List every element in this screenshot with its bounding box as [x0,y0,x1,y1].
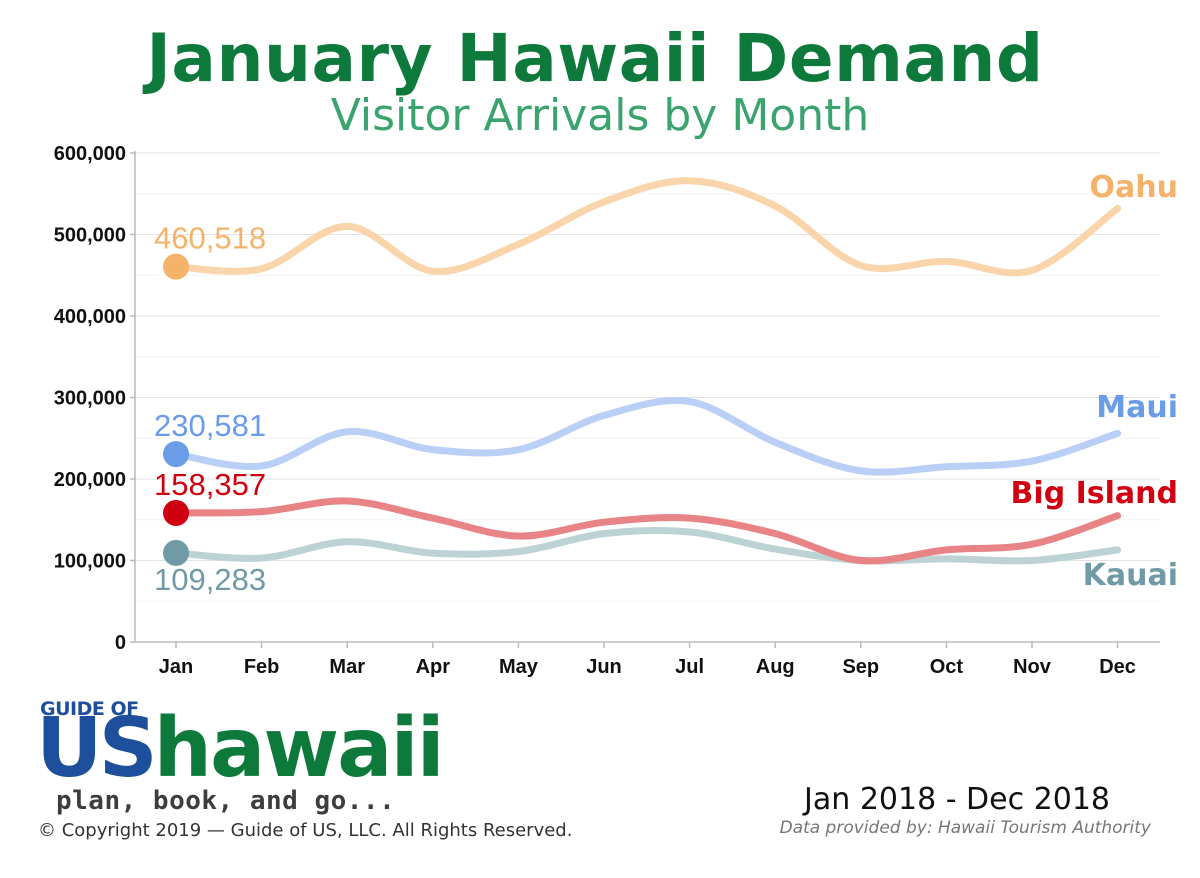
y-tick-label: 600,000 [54,143,126,165]
label-layer: 460,518 Oahu 230,581 Maui 158,357 Big Island 1… [154,170,1178,597]
y-tick-label: 200,000 [54,469,126,491]
data-label-kauai: 109,283 [154,562,266,597]
y-tick-label: 400,000 [54,306,126,328]
highlight-point-oahu [163,253,189,280]
x-tick-label: Nov [1013,656,1052,678]
logo-wordmark: UShawaii [36,701,445,796]
series-layer [163,177,1122,566]
series-line-oahu [172,177,1122,277]
grid-layer [135,152,1160,602]
guide-of-us-hawaii-logo: GUIDE OF UShawaii plan, book, and go... [36,698,445,818]
logo-hawaii-text: hawaii [153,701,445,796]
x-tick-label: Jan [159,656,193,678]
y-tick-label: 0 [115,632,126,654]
x-tick-label: Mar [329,656,365,678]
data-label-big-island: 158,357 [154,467,266,502]
series-line-maui [172,397,1122,476]
series-label-kauai: Kauai [1083,558,1178,593]
data-source-credit: Data provided by: Hawaii Tourism Authori… [779,818,1151,838]
y-tick-label: 300,000 [54,388,126,410]
chart-title: January Hawaii Demand [146,20,1044,97]
highlight-point-kauai [163,539,189,566]
y-tick-label: 100,000 [54,551,126,573]
series-label-big-island: Big Island [1011,476,1178,511]
series-line-big-island [172,497,1122,565]
x-tick-label: Sep [842,656,879,678]
x-tick-label: Jul [675,656,704,678]
data-label-maui: 230,581 [154,408,266,443]
logo-us-text: US [36,701,158,796]
series-line-kauai [172,526,1122,565]
date-range: Jan 2018 - Dec 2018 [804,782,1110,817]
logo-tagline: plan, book, and go... [56,786,396,816]
x-tick-label: May [499,656,539,678]
x-tick-label: Apr [416,656,451,678]
series-label-maui: Maui [1096,390,1178,425]
highlight-point-maui [163,441,189,468]
x-tick-label: Feb [244,656,280,678]
x-tick-label: Aug [756,656,795,678]
chart-subtitle: Visitor Arrivals by Month [330,90,870,141]
x-tick-label: Dec [1099,656,1136,678]
copyright-notice: © Copyright 2019 — Guide of US, LLC. All… [38,820,573,841]
y-tick-label: 500,000 [54,225,126,247]
highlight-point-big-island [163,499,189,526]
axis-layer: 0 100,000 200,000 300,000 400,000 500,000 600,… [54,143,1160,678]
logo-guide-of-text: GUIDE OF [40,698,139,720]
x-tick-label: Jun [586,656,622,678]
data-label-oahu: 460,518 [154,221,266,256]
series-label-oahu: Oahu [1090,170,1178,205]
x-tick-label: Oct [930,656,964,678]
